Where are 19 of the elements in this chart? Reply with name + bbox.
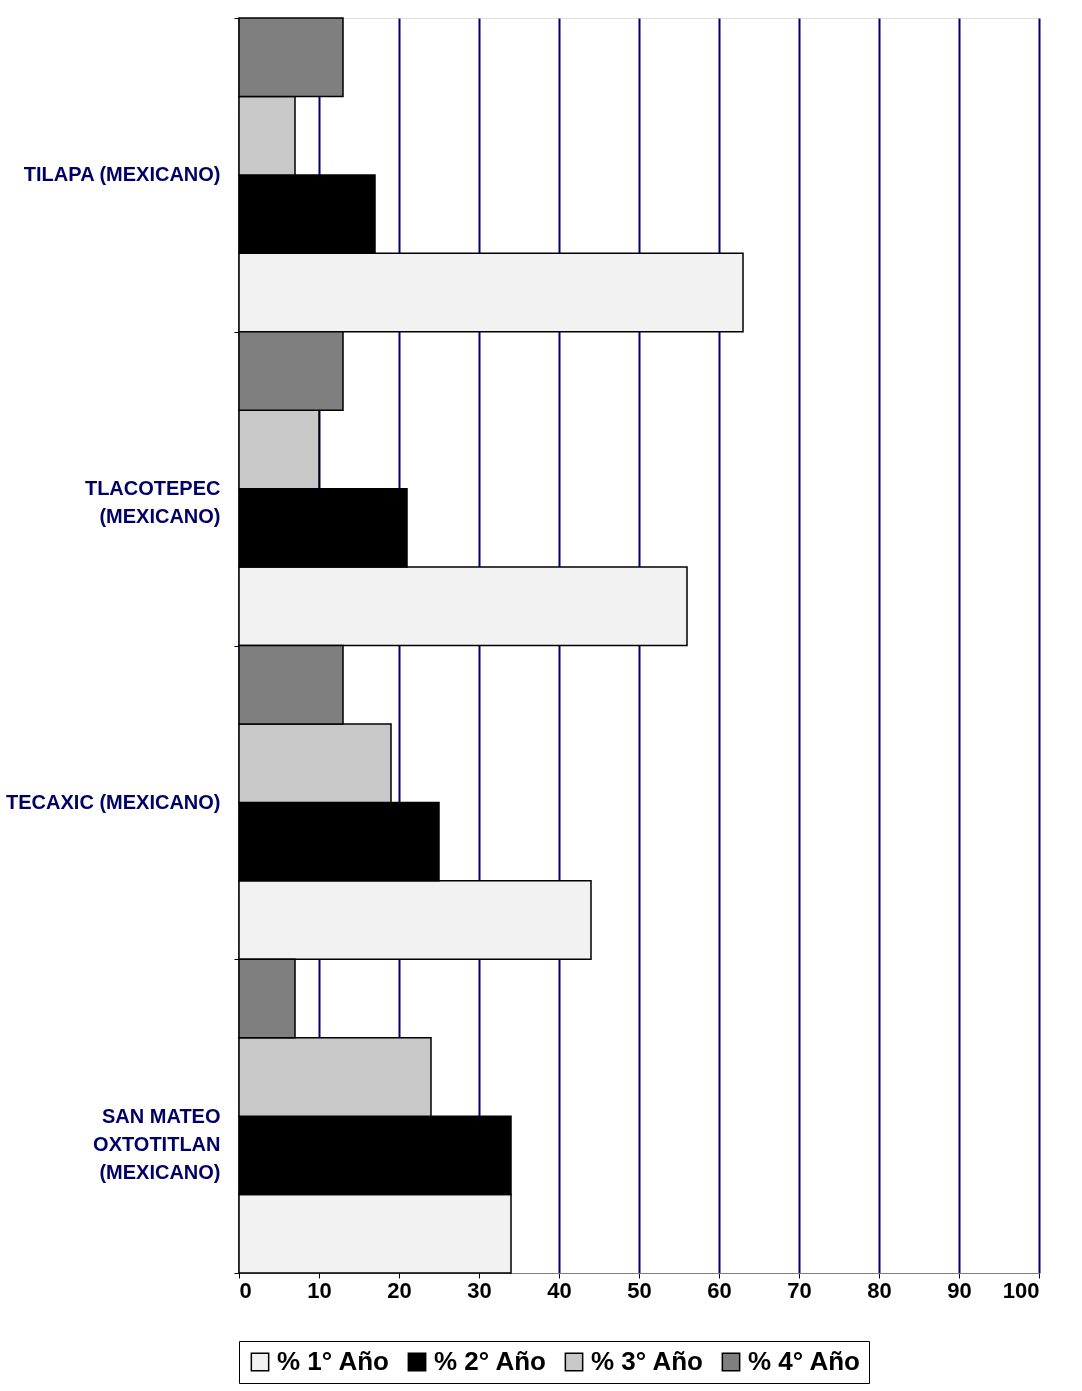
x-tick-label: 20	[387, 1277, 412, 1303]
legend-label: % 4° Año	[748, 1346, 860, 1376]
x-tick-label: 100	[1002, 1277, 1040, 1303]
x-tick-label: 70	[787, 1277, 812, 1303]
y-tick-label: TECAXIC (MEXICANO)	[6, 790, 221, 813]
x-tick-label: 60	[707, 1277, 732, 1303]
y-tick-label: TILAPA (MEXICANO)	[23, 163, 221, 186]
x-tick-label: 30	[467, 1277, 492, 1303]
legend-label: % 3° Año	[591, 1346, 703, 1376]
x-tick-label: 80	[867, 1277, 892, 1303]
legend-label: % 1° Año	[277, 1346, 389, 1376]
x-tick-label: 40	[547, 1277, 572, 1303]
x-tick-label: 90	[947, 1277, 972, 1303]
x-tick-label: 50	[627, 1277, 652, 1303]
x-tick-label: 10	[307, 1277, 332, 1303]
y-tick-label: SAN MATEO OXTOTITLAN (MEXICANO)	[93, 1104, 221, 1183]
legend-label: % 2° Año	[434, 1346, 546, 1376]
x-tick-label: 0	[239, 1277, 252, 1303]
y-tick-label: TLACOTEPEC (MEXICANO)	[84, 477, 221, 528]
